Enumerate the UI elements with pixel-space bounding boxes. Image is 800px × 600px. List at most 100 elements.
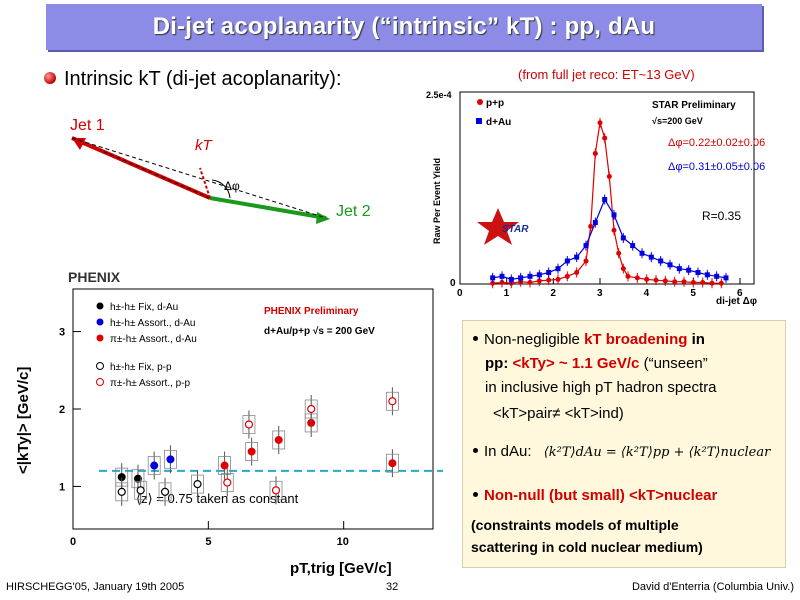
star-point-pp [555, 276, 561, 282]
phenix-point-open [307, 404, 316, 414]
phenix-point [117, 473, 126, 482]
star-point-pp [602, 135, 608, 141]
star-point-pp [690, 279, 696, 285]
bullet-dot-icon [473, 335, 478, 341]
phenix-plot-frame [72, 288, 434, 530]
phenix-point-open [244, 420, 254, 429]
phenix-logo: PHENIX [68, 269, 121, 285]
summary-l1a: Non-negligible [484, 331, 585, 348]
star-point-dau [583, 243, 589, 249]
summary-l1b: kT broadening [584, 331, 688, 348]
star-point-pp [662, 278, 668, 284]
star-point-dau [536, 272, 542, 278]
summary-line-7: (constraints models of multiple [471, 517, 679, 533]
phenix-point-open [117, 487, 126, 496]
main-bullet-text: Intrinsic kT (di-jet acoplanarity): [64, 68, 342, 90]
phenix-point [274, 435, 283, 444]
legend-pp-marker [477, 99, 483, 105]
star-point-pp [700, 279, 706, 285]
star-point-dau [714, 273, 720, 279]
jet1-arrow [71, 136, 211, 200]
phenix-legend-1: h±-h± Assort., d-Au [110, 318, 195, 329]
star-xtick-label: 5 [690, 288, 696, 299]
phenix-ylabel: <|kTy|> [GeV/c] [15, 367, 32, 474]
star-point-dau [620, 235, 626, 241]
slide-title: Di-jet acoplanarity (“intrinsic” kT) : p… [152, 13, 656, 40]
star-point-pp [574, 269, 580, 275]
jet1-label: Jet 1 [70, 117, 105, 134]
star-ylabel: Raw Per Event Yield [432, 158, 442, 244]
phenix-sys-box [218, 456, 231, 475]
phenix-sys-box [385, 453, 399, 473]
dijet-diagram: Jet 1 kT Δφ Jet 2 [70, 117, 371, 224]
footer-right: David d'Enterria (Columbia Univ.) [631, 581, 794, 593]
summary-line-5: In dAu: ⟨k²T⟩dAu = ⟨k²T⟩pp + ⟨k²T⟩nuclea… [473, 443, 770, 460]
star-point-dau [602, 197, 608, 203]
phenix-point-open [136, 486, 145, 495]
star-xtick-label: 6 [737, 288, 743, 299]
summary-line-8: scattering in cold nuclear medium) [471, 539, 703, 555]
phenix-sys-box [242, 415, 256, 434]
star-point-pp [611, 227, 617, 233]
phenix-sys-box [115, 482, 129, 502]
kt-label: kT [195, 137, 214, 154]
star-point-pp [527, 279, 533, 285]
kt-vector [199, 167, 211, 199]
summary-line-2: pp: <kTy> ~ 1.1 GeV/c (“unseen” [485, 355, 708, 372]
star-point-dau [611, 212, 617, 218]
phenix-xlabel: pT,trig [GeV/c] [290, 560, 392, 577]
star-point-dau [527, 273, 533, 279]
star-point-pp [681, 279, 687, 285]
summary-l1c: in [687, 331, 705, 348]
star-ymax-label: 2.5e-4 [426, 90, 452, 100]
star-point-dau [555, 266, 561, 272]
phenix-point [220, 461, 229, 470]
star-dphi-pp: Δφ=0.22±0.02±0.06 [668, 137, 765, 149]
phenix-z-note: ⟨z⟩ = 0.75 taken as constant [136, 491, 299, 506]
phenix-sys-box [147, 456, 161, 475]
star-point-pp [597, 120, 603, 126]
phenix-xtick-label: 0 [70, 536, 76, 548]
star-xtick-label: 2 [550, 288, 556, 299]
phenix-legend-0: h±-h± Fix, d-Au [110, 302, 178, 313]
star-point-pp [564, 273, 570, 279]
star-point-dau [676, 266, 682, 272]
star-point-dau [518, 275, 524, 281]
star-point-pp [592, 150, 598, 156]
star-point-dau [508, 276, 514, 282]
star-point-pp [616, 250, 622, 256]
phenix-prelim: PHENIX Preliminary [264, 306, 359, 317]
jet2-label: Jet 2 [336, 203, 371, 220]
dashed-line-upper [71, 137, 327, 219]
star-point-dau [499, 273, 505, 279]
star-plot-frame [459, 91, 755, 285]
star-point-dau [723, 275, 729, 281]
star-point-dau [648, 254, 654, 260]
summary-line-3: in inclusive high pT hadron spectra [485, 379, 717, 396]
star-xtick-label: 4 [644, 288, 650, 299]
star-ytick-label: 0 [450, 278, 456, 289]
phenix-legend-4: π±-h± Assort., p-p [110, 378, 191, 389]
jet2-arrowhead-icon [316, 212, 330, 224]
phenix-point-open [271, 486, 281, 495]
phenix-sys-box [304, 399, 318, 419]
star-logo: STAR [477, 208, 529, 245]
phenix-point-open [223, 478, 232, 487]
star-point-pp [490, 280, 496, 286]
star-point-pp [546, 277, 552, 283]
star-point-pp [672, 279, 678, 285]
star-dphi-dau: Δφ=0.31±0.05±0.06 [668, 161, 765, 173]
phenix-ytick-label: 3 [59, 327, 65, 339]
phenix-point-open [193, 479, 202, 489]
title-bar: Di-jet acoplanarity (“intrinsic” kT) : p… [46, 4, 762, 50]
star-point-dau [695, 269, 701, 275]
phenix-legend-3: h±-h± Fix, p-p [110, 362, 172, 373]
star-point-pp [644, 276, 650, 282]
star-point-dau [546, 269, 552, 275]
phenix-ytick-label: 1 [59, 481, 65, 493]
star-point-pp [583, 258, 589, 264]
phenix-sys-box [191, 474, 204, 494]
star-point-pp [709, 280, 715, 286]
star-xtick-label: 0 [457, 288, 463, 299]
star-point-dau [630, 243, 636, 249]
